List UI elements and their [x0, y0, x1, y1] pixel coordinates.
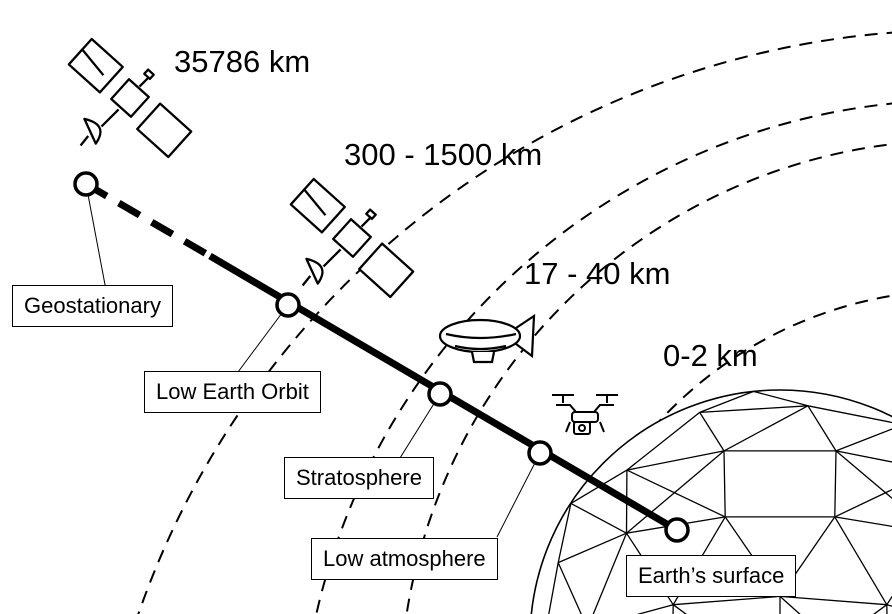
node-stratosphere	[427, 381, 453, 407]
leader-line-geostationary	[85, 183, 107, 291]
altitude-label-geostationary: 35786 km	[174, 44, 311, 79]
altitude-label-low-earth-orbit: 300 - 1500 km	[344, 137, 543, 172]
level-label-geostationary: Geostationary	[12, 285, 173, 327]
leader-line-low-earth-orbit	[237, 304, 289, 373]
drone-icon	[552, 394, 618, 435]
path-dashed-segment	[84, 180, 212, 260]
geodesic-globe-icon	[530, 389, 892, 614]
altitude-label-low-atmosphere: 0-2 km	[663, 338, 758, 373]
airship-icon	[438, 313, 536, 364]
node-geostationary	[73, 171, 99, 197]
level-label-low-earth-orbit: Low Earth Orbit	[144, 371, 321, 413]
altitude-label-stratosphere: 17 - 40 km	[524, 256, 671, 291]
leader-line-low-atmosphere	[496, 452, 541, 538]
level-label-earths-surface: Earth’s surface	[626, 555, 797, 597]
node-earths-surface	[664, 517, 690, 543]
level-label-stratosphere: Stratosphere	[284, 457, 434, 499]
node-low-atmosphere	[527, 440, 553, 466]
satellite-icon	[67, 37, 193, 159]
level-label-low-atmosphere: Low atmosphere	[311, 538, 498, 580]
node-low-earth-orbit	[275, 292, 301, 318]
